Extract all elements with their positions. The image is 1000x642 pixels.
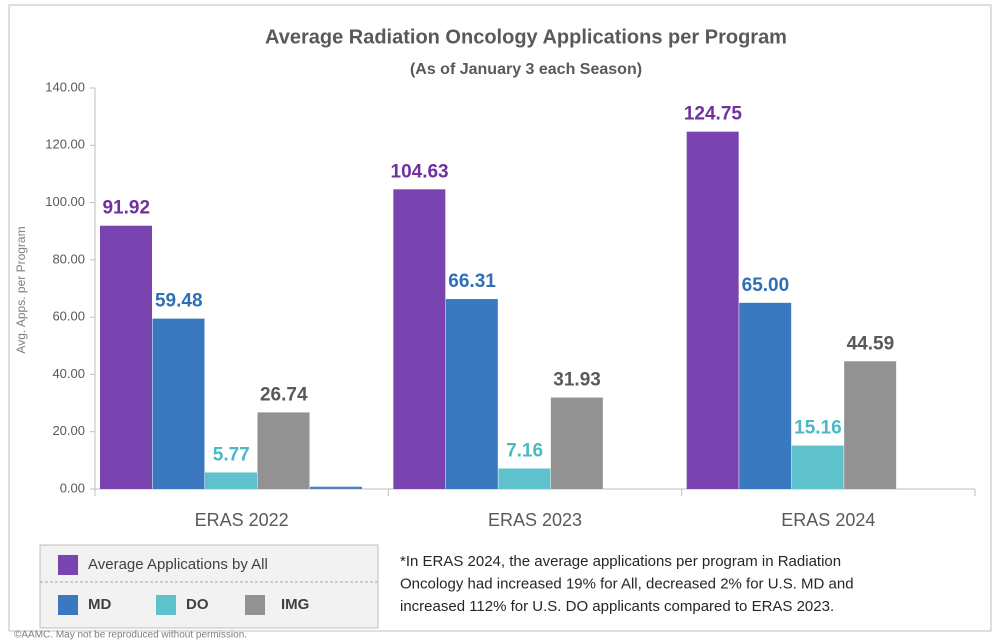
legend-swatch bbox=[58, 595, 78, 615]
y-axis-label: Avg. Apps. per Program bbox=[14, 226, 28, 353]
bar bbox=[310, 486, 362, 489]
legend-box bbox=[39, 544, 379, 629]
x-tick-label: ERAS 2023 bbox=[488, 510, 582, 530]
bar bbox=[205, 472, 257, 489]
data-label: 91.92 bbox=[102, 198, 150, 219]
legend-label: DO bbox=[186, 596, 209, 613]
x-tick-label: ERAS 2022 bbox=[195, 510, 289, 530]
y-tick-label: 60.00 bbox=[52, 309, 85, 324]
data-label: 59.48 bbox=[155, 291, 203, 312]
chart-title: Average Radiation Oncology Applications … bbox=[265, 26, 787, 48]
data-label: 31.93 bbox=[553, 370, 601, 391]
bar bbox=[686, 131, 739, 489]
data-label: 44.59 bbox=[847, 333, 895, 354]
y-tick-label: 40.00 bbox=[52, 366, 85, 381]
y-tick-label: 100.00 bbox=[45, 194, 85, 209]
bar bbox=[844, 361, 897, 489]
y-tick-label: 20.00 bbox=[52, 423, 85, 438]
bar bbox=[791, 445, 844, 489]
legend-swatch bbox=[245, 595, 265, 615]
legend-swatch bbox=[156, 595, 176, 615]
bar bbox=[498, 468, 551, 489]
footnote: *In ERAS 2024, the average applications … bbox=[400, 553, 841, 570]
y-tick-label: 140.00 bbox=[45, 79, 85, 94]
chart-subtitle: (As of January 3 each Season) bbox=[410, 61, 642, 78]
data-label: 5.77 bbox=[213, 444, 250, 465]
bar bbox=[739, 302, 792, 489]
legend-swatch bbox=[58, 555, 78, 575]
copyright: ©AAMC. May not be reproduced without per… bbox=[14, 630, 247, 641]
bar bbox=[550, 397, 603, 489]
data-label: 104.63 bbox=[391, 161, 449, 182]
legend-label: MD bbox=[88, 596, 111, 613]
bar bbox=[257, 412, 310, 489]
y-tick-label: 80.00 bbox=[52, 251, 85, 266]
footnote: increased 112% for U.S. DO applicants co… bbox=[400, 598, 834, 615]
legend-label: IMG bbox=[281, 596, 309, 613]
bar bbox=[152, 318, 205, 489]
data-label: 7.16 bbox=[506, 441, 543, 462]
data-label: 65.00 bbox=[742, 275, 790, 296]
data-label: 124.75 bbox=[684, 104, 743, 125]
x-tick-label: ERAS 2024 bbox=[781, 510, 875, 530]
chart-border bbox=[8, 4, 992, 632]
data-label: 26.74 bbox=[260, 384, 308, 405]
bar bbox=[393, 189, 446, 489]
bar bbox=[445, 299, 498, 489]
data-label: 66.31 bbox=[448, 271, 496, 292]
y-tick-label: 0.00 bbox=[60, 480, 85, 495]
bar bbox=[100, 225, 152, 490]
y-tick-label: 120.00 bbox=[45, 137, 85, 152]
footnote: Oncology had increased 19% for All, decr… bbox=[400, 575, 854, 592]
legend-label: Average Applications by All bbox=[88, 556, 268, 573]
data-label: 15.16 bbox=[794, 418, 842, 439]
